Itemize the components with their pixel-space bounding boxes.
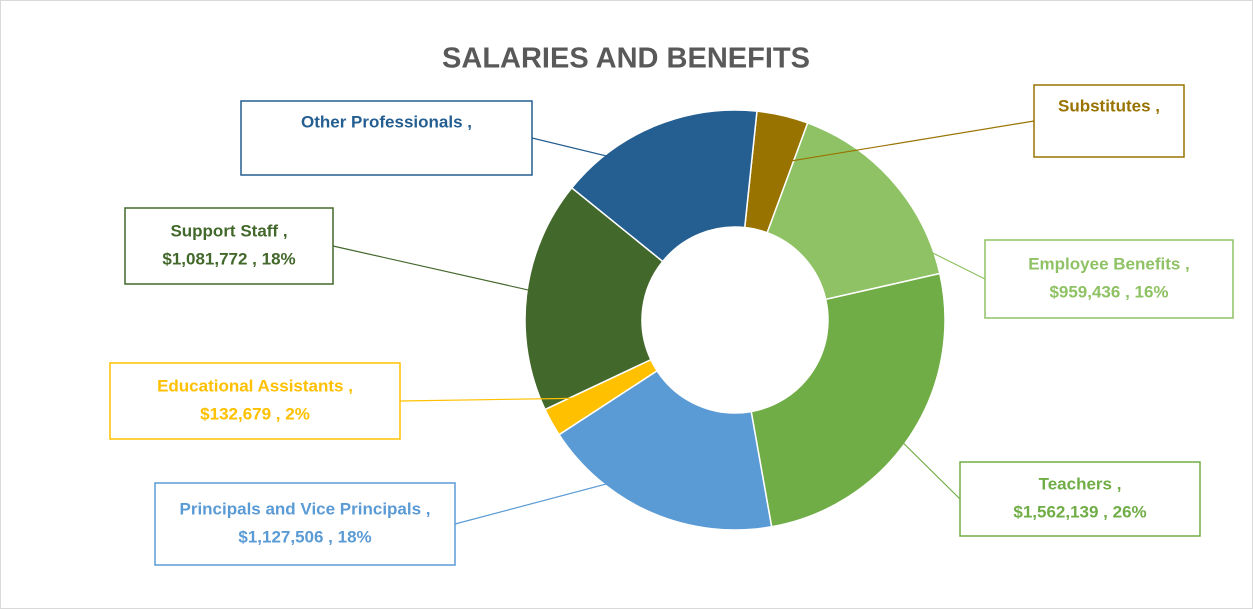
callout-box bbox=[1033, 84, 1185, 158]
callout-box bbox=[959, 461, 1201, 537]
leader-line bbox=[771, 120, 1035, 165]
leader-line bbox=[454, 466, 672, 525]
data-label-value: $1,562,139 , 26% bbox=[1013, 502, 1146, 521]
callout-box bbox=[984, 239, 1234, 319]
data-label-value: $959,436 , 16% bbox=[1049, 282, 1168, 301]
leader-line bbox=[854, 213, 986, 280]
data-label-name: Educational Assistants , bbox=[157, 376, 353, 395]
data-label-name: Principals and Vice Principals , bbox=[179, 499, 430, 518]
donut-slice bbox=[524, 186, 664, 411]
data-label-value: $132,679 , 2% bbox=[200, 404, 310, 423]
data-label-value: $1,081,772 , 18% bbox=[162, 249, 295, 268]
data-label-name: Employee Benefits , bbox=[1028, 254, 1190, 273]
callout-box bbox=[240, 100, 533, 176]
chart-title: SALARIES AND BENEFITS bbox=[442, 43, 810, 75]
callout-box bbox=[124, 207, 334, 285]
data-label-name: Substitutes , bbox=[1058, 96, 1160, 115]
leader-line bbox=[867, 408, 961, 500]
leader-line bbox=[332, 245, 577, 302]
donut-slice bbox=[750, 272, 946, 528]
leader-line bbox=[531, 137, 674, 173]
data-label-value: $1,127,506 , 18% bbox=[238, 527, 371, 546]
leader-line bbox=[399, 397, 596, 402]
data-label-name: Other Professionals , bbox=[301, 112, 472, 131]
donut-slice bbox=[558, 369, 773, 531]
callout-box bbox=[154, 482, 456, 566]
donut-slice bbox=[570, 109, 758, 263]
data-label-name: Teachers , bbox=[1039, 474, 1122, 493]
data-label-name: Support Staff , bbox=[170, 221, 287, 240]
callout-box bbox=[109, 362, 401, 440]
